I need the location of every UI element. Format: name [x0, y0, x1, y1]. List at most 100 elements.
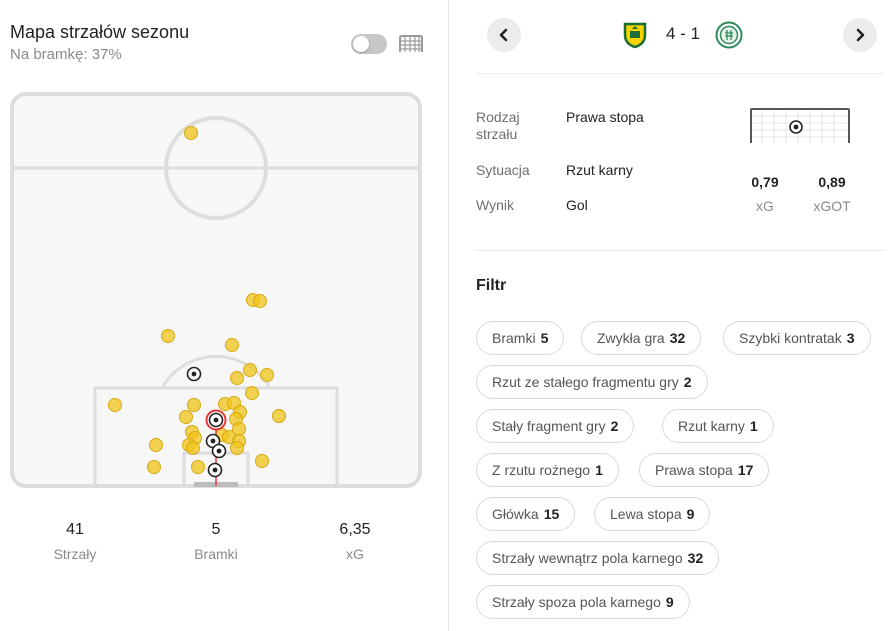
shot-marker [161, 329, 175, 343]
filter-chip-left-foot[interactable]: Lewa stopa 9 [594, 497, 711, 531]
shot-map-panel: Mapa strzałów sezonu Na bramkę: 37% 41 S… [0, 0, 449, 631]
chip-count: 9 [686, 506, 695, 522]
goal-marker [211, 443, 227, 459]
chip-label: Strzały spoza pola karnego [492, 594, 661, 610]
home-team-logo-icon[interactable] [621, 21, 649, 49]
previous-shot-button[interactable] [487, 18, 521, 52]
chevron-right-icon [856, 28, 865, 42]
chip-label: Z rzutu rożnego [492, 462, 591, 478]
chip-label: Bramki [492, 330, 536, 346]
filter-chip-fast-break[interactable]: Szybki kontratak 3 [723, 321, 871, 355]
xgot-value: 0,89 [818, 174, 846, 190]
shot-type-value: Prawa stopa [566, 109, 644, 125]
chip-label: Główka [492, 506, 539, 522]
xg-value: 0,79 [751, 174, 779, 190]
panel-title: Mapa strzałów sezonu [10, 22, 190, 42]
match-score: 4 - 1 [665, 24, 701, 43]
chip-count: 32 [669, 330, 686, 346]
xgot-metric: 0,89 xGOT [802, 174, 862, 214]
stat-value: 41 [66, 521, 84, 538]
shot-type-label: Rodzaj strzału [476, 109, 520, 142]
shot-marker [179, 410, 193, 424]
chevron-left-icon [499, 28, 508, 42]
stat-xg: 6,35 xG [295, 518, 415, 562]
chip-count: 32 [687, 550, 704, 566]
shot-marker [260, 368, 274, 382]
chip-count: 2 [683, 374, 692, 390]
shot-marker [230, 371, 244, 385]
next-shot-button[interactable] [843, 18, 877, 52]
chip-count: 3 [846, 330, 855, 346]
xg-label: xG [756, 198, 774, 214]
shot-marker [187, 398, 201, 412]
goal-net-icon[interactable] [398, 34, 424, 54]
xgot-label: xGOT [813, 198, 851, 214]
stat-label: Strzały [53, 546, 97, 562]
shot-marker [147, 460, 161, 474]
goal-placement-diagram [750, 108, 850, 143]
divider [475, 73, 885, 74]
filter-chip-regular-play[interactable]: Zwykła gra 32 [581, 321, 702, 355]
filter-chip-outside-box[interactable]: Strzały spoza pola karnego 9 [476, 585, 690, 619]
view-toggle-switch[interactable] [351, 34, 387, 54]
xg-metric: 0,79 xG [735, 174, 795, 214]
shot-marker [225, 338, 239, 352]
on-target-percentage: Na bramkę: 37% [10, 46, 122, 63]
stat-label: Bramki [194, 546, 238, 562]
shot-detail-panel: 4 - 1 Rodzaj strzału Prawa stopa Sytuacj… [450, 0, 893, 631]
filter-chip-set-piece-shot[interactable]: Rzut ze stałego fragmentu gry 2 [476, 365, 708, 399]
chip-label: Strzały wewnątrz pola karnego [492, 550, 683, 566]
chip-label: Rzut ze stałego fragmentu gry [492, 374, 679, 390]
filter-chip-goals[interactable]: Bramki 5 [476, 321, 565, 355]
filter-chip-penalty[interactable]: Rzut karny 1 [662, 409, 774, 443]
stat-value: 6,35 [339, 521, 371, 538]
shot-map-pitch [10, 92, 422, 488]
filter-chip-inside-box[interactable]: Strzały wewnątrz pola karnego 32 [476, 541, 720, 575]
chip-label: Prawa stopa [655, 462, 733, 478]
shot-marker [191, 460, 205, 474]
filter-heading: Filtr [476, 277, 507, 294]
chip-label: Stały fragment gry [492, 418, 606, 434]
chip-label: Rzut karny [678, 418, 745, 434]
chip-label: Zwykła gra [597, 330, 665, 346]
stat-goals: 5 Bramki [156, 518, 276, 562]
filter-chip-corner[interactable]: Z rzutu rożnego 1 [476, 453, 619, 487]
season-stats: 41 Strzały 5 Bramki 6,35 xG [0, 518, 430, 568]
stat-value: 5 [211, 521, 221, 538]
chip-count: 9 [665, 594, 674, 610]
goal-marker [207, 462, 223, 478]
shot-marker [272, 409, 286, 423]
shots-layer [108, 126, 286, 486]
goal-marker [186, 366, 202, 382]
shot-marker [245, 386, 259, 400]
filter-chip-set-piece[interactable]: Stały fragment gry 2 [476, 409, 635, 443]
shot-marker [184, 126, 198, 140]
result-label: Wynik [476, 197, 514, 213]
chip-count: 15 [543, 506, 560, 522]
shot-marker [108, 398, 122, 412]
selected-goal-marker [205, 409, 227, 431]
chip-count: 1 [749, 418, 758, 434]
filter-chip-header[interactable]: Główka 15 [476, 497, 576, 531]
shot-marker [243, 363, 257, 377]
stat-shots: 41 Strzały [15, 518, 135, 562]
situation-label: Sytuacja [476, 162, 530, 178]
toggle-knob [353, 36, 369, 52]
shot-marker [186, 441, 200, 455]
chip-count: 17 [737, 462, 754, 478]
shot-marker [253, 294, 267, 308]
chip-count: 2 [610, 418, 619, 434]
situation-value: Rzut karny [566, 162, 633, 178]
ball-icon [789, 120, 803, 134]
shot-marker [149, 438, 163, 452]
result-value: Gol [566, 197, 588, 213]
divider [475, 250, 885, 251]
chip-label: Szybki kontratak [739, 330, 842, 346]
away-team-logo-icon[interactable] [715, 21, 743, 49]
filter-chip-right-foot[interactable]: Prawa stopa 17 [639, 453, 770, 487]
centre-circle [164, 116, 268, 220]
penalty-arc [160, 354, 272, 389]
stat-label: xG [346, 546, 364, 562]
chip-count: 5 [540, 330, 549, 346]
chip-label: Lewa stopa [610, 506, 682, 522]
